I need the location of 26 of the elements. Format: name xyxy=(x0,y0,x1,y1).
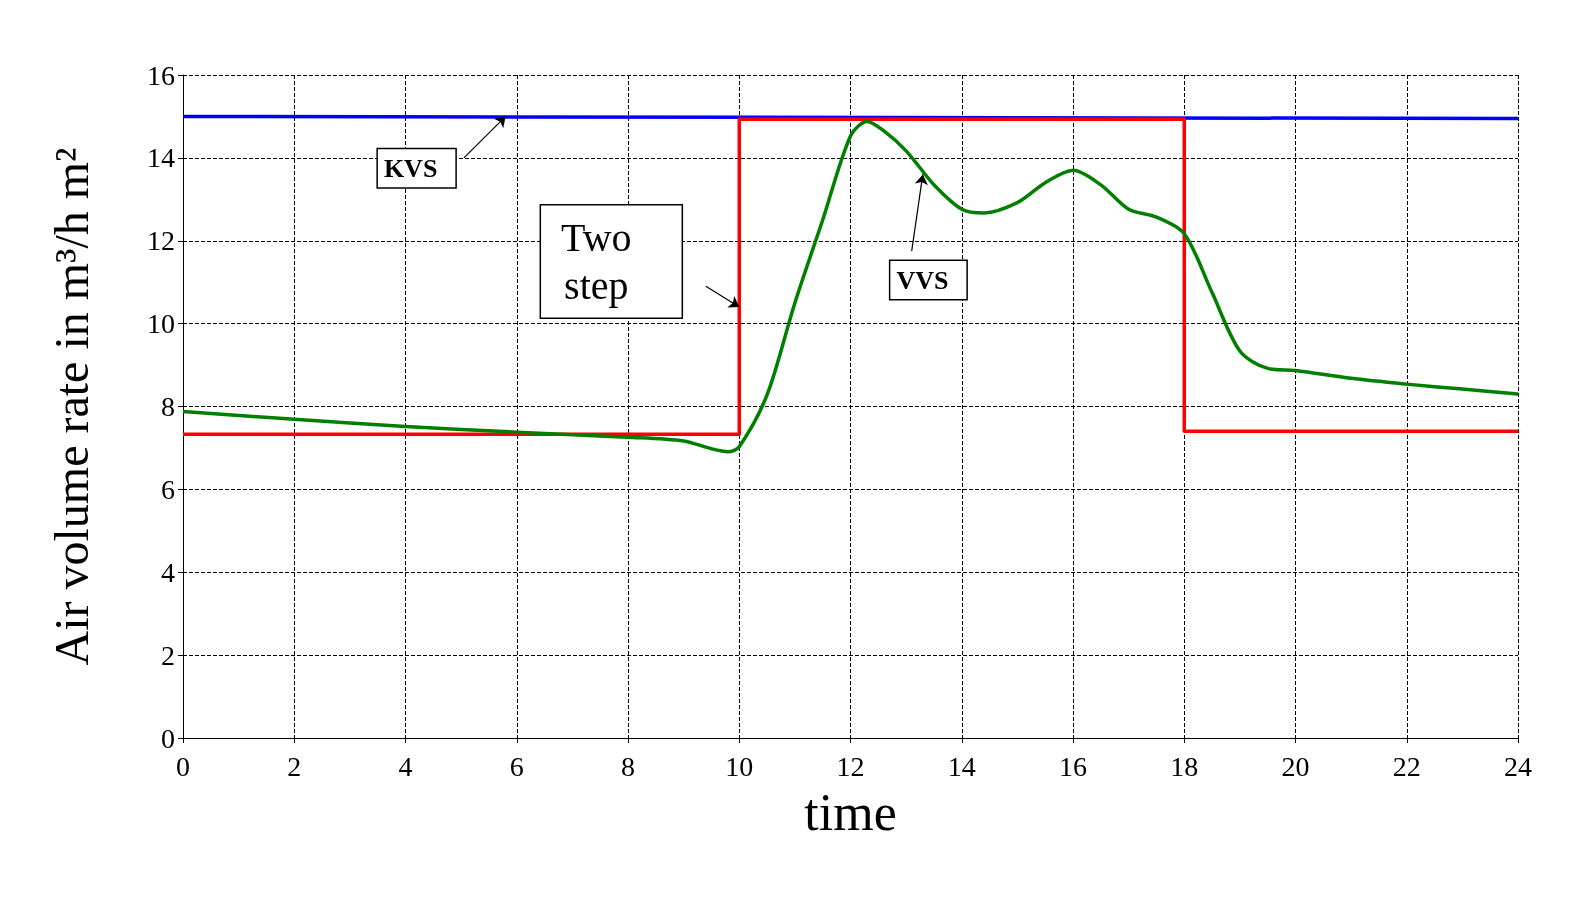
y-tick-label: 2 xyxy=(161,639,175,671)
y-tick-label: 0 xyxy=(161,722,175,754)
y-axis-title: Air volume rate in m³/h m² xyxy=(44,147,98,666)
x-tick-label: 18 xyxy=(1170,750,1199,782)
x-tick-label: 24 xyxy=(1504,750,1532,782)
y-tick-label: 6 xyxy=(161,473,175,505)
x-tick-label: 22 xyxy=(1392,750,1421,782)
annotation: KVS xyxy=(383,153,438,183)
x-axis-title: time xyxy=(804,783,897,841)
x-tick-label: 20 xyxy=(1281,750,1310,782)
x-tick-label: 16 xyxy=(1059,750,1087,782)
y-tick-label: 14 xyxy=(147,142,175,174)
x-tick-label: 12 xyxy=(836,750,865,782)
y-tick-label: 10 xyxy=(147,308,175,340)
y-tick-label: 16 xyxy=(147,59,175,91)
x-tick-label: 2 xyxy=(287,750,302,782)
x-tick-label: 14 xyxy=(947,750,976,782)
y-tick-label: 12 xyxy=(147,225,175,257)
x-tick-label: 4 xyxy=(398,750,413,782)
x-tick-label: 6 xyxy=(509,750,524,782)
x-tick-label: 10 xyxy=(725,750,754,782)
y-tick-label: 8 xyxy=(161,391,175,422)
annotation: VVS xyxy=(896,265,949,295)
x-tick-label: 8 xyxy=(621,750,635,782)
annotation: Two step xyxy=(561,214,632,308)
y-tick-label: 4 xyxy=(161,556,175,588)
